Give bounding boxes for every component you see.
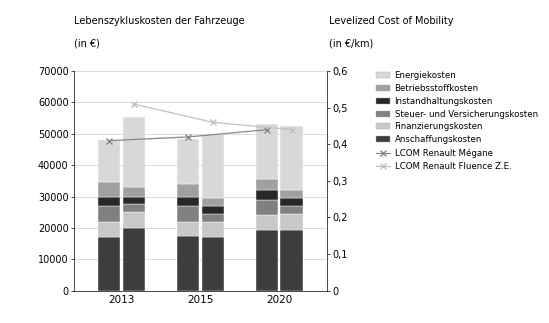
- Bar: [281, 126, 302, 190]
- Bar: [98, 182, 120, 197]
- Bar: [98, 237, 120, 291]
- Bar: [98, 222, 120, 237]
- Bar: [256, 200, 278, 215]
- Bar: [201, 134, 223, 198]
- Bar: [201, 222, 223, 237]
- Bar: [122, 187, 145, 197]
- Text: (in €): (in €): [74, 38, 100, 48]
- Bar: [256, 215, 278, 230]
- Bar: [177, 184, 199, 197]
- Bar: [256, 124, 278, 179]
- Bar: [201, 237, 223, 291]
- Bar: [256, 179, 278, 190]
- Bar: [177, 236, 199, 291]
- Bar: [98, 206, 120, 222]
- Bar: [256, 230, 278, 291]
- Bar: [122, 197, 145, 204]
- Bar: [122, 228, 145, 291]
- Bar: [201, 214, 223, 222]
- Bar: [177, 197, 199, 206]
- Text: Levelized Cost of Mobility: Levelized Cost of Mobility: [329, 16, 454, 26]
- Text: (in €/km): (in €/km): [329, 38, 374, 48]
- Bar: [201, 198, 223, 206]
- Bar: [98, 197, 120, 206]
- Bar: [122, 212, 145, 228]
- Bar: [281, 230, 302, 291]
- Bar: [177, 206, 199, 222]
- Bar: [122, 117, 145, 187]
- Bar: [281, 198, 302, 206]
- Text: Lebenszykluskosten der Fahrzeuge: Lebenszykluskosten der Fahrzeuge: [74, 16, 245, 26]
- Bar: [256, 190, 278, 200]
- Bar: [98, 140, 120, 182]
- Bar: [281, 190, 302, 198]
- Bar: [177, 139, 199, 184]
- Bar: [201, 206, 223, 214]
- Legend: Energiekosten, Betriebsstoffkosten, Instandhaltungskosten, Steuer- und Versicher: Energiekosten, Betriebsstoffkosten, Inst…: [377, 71, 537, 171]
- Bar: [122, 204, 145, 212]
- Bar: [281, 206, 302, 214]
- Bar: [177, 222, 199, 236]
- Bar: [281, 214, 302, 230]
